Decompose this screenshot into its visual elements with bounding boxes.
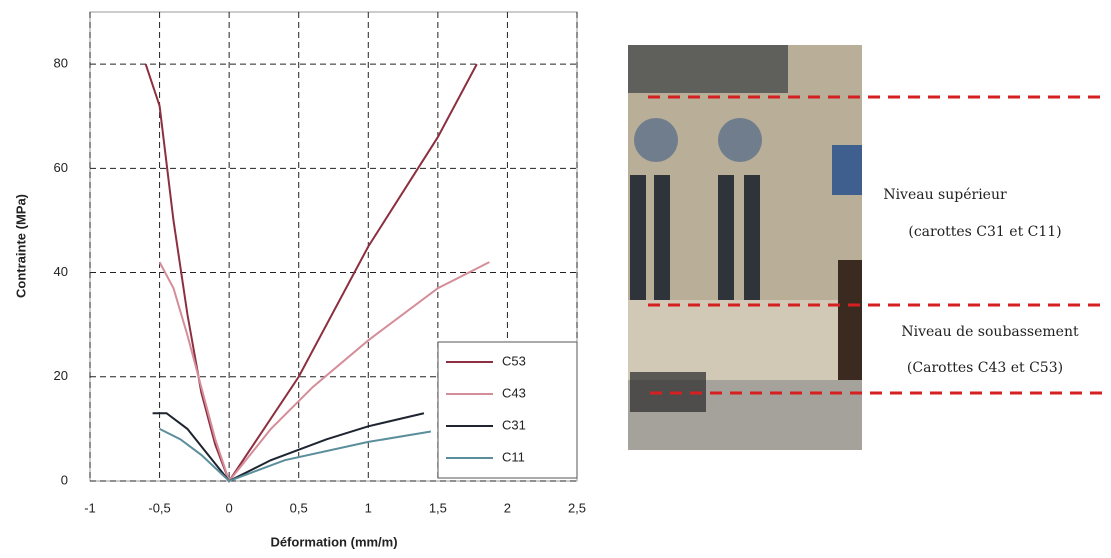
legend-label: C11 [502, 449, 525, 464]
y-tick-label: 0 [61, 472, 68, 487]
legend [437, 341, 578, 479]
level-lines [648, 95, 1105, 395]
y-axis-label: Contrainte (MPa) [13, 194, 28, 298]
y-tick-label: 20 [54, 368, 68, 383]
series-line [152, 412, 425, 483]
y-tick-label: 60 [54, 160, 68, 175]
x-tick-label: -1 [84, 500, 96, 515]
x-tick-label: 1,5 [429, 500, 447, 515]
legend-label: C53 [502, 353, 526, 368]
annotation: Niveau de soubassement [901, 324, 1079, 340]
annotation: (Carottes C43 et C53) [907, 360, 1063, 376]
x-axis-label: Déformation (mm/m) [270, 534, 397, 549]
legend-label: C31 [502, 417, 526, 432]
annotation: (carottes C31 et C11) [908, 224, 1061, 240]
y-tick-label: 40 [54, 264, 68, 279]
x-tick-label: 2 [504, 500, 511, 515]
legend-label: C43 [502, 385, 526, 400]
x-tick-label: 2,5 [568, 500, 586, 515]
photo [628, 45, 862, 450]
annotation: Niveau supérieur [883, 187, 1007, 203]
x-tick-label: 1 [365, 500, 372, 515]
x-tick-label: -0,5 [148, 500, 170, 515]
y-tick-label: 80 [54, 56, 68, 71]
series-line [159, 427, 432, 483]
x-tick-label: 0,5 [290, 500, 308, 515]
x-tick-label: 0 [226, 500, 233, 515]
